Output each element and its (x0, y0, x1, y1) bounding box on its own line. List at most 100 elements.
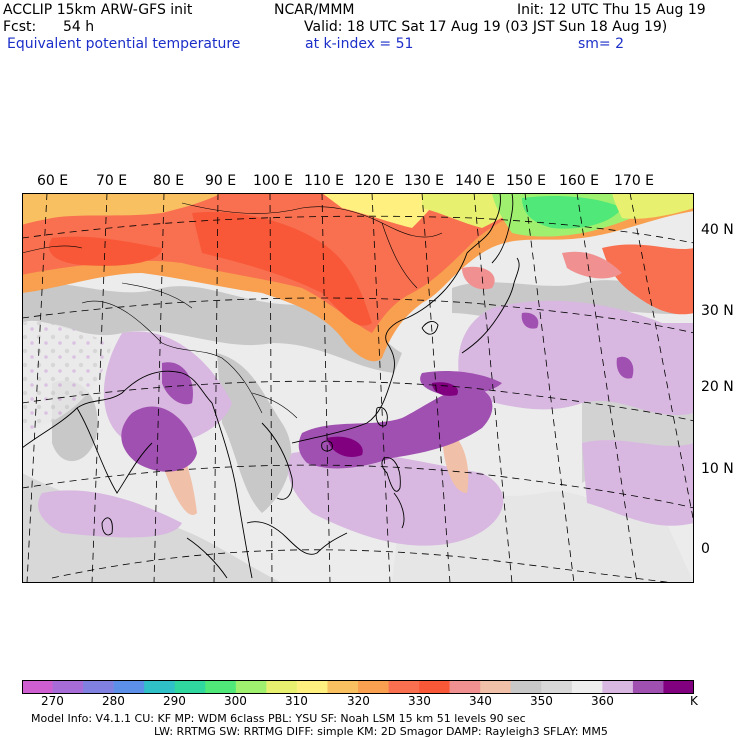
sumatra-coast (186, 537, 228, 579)
green-region (522, 196, 622, 229)
colorbar-swatch (358, 680, 389, 694)
lon-label: 150 E (506, 173, 547, 189)
country-borders (22, 202, 443, 419)
hainan-coast (321, 440, 333, 452)
theta-e-map (22, 193, 694, 583)
border (181, 202, 443, 238)
colorbar-swatch (571, 680, 603, 694)
colorbar-tick-label: 300 (224, 694, 247, 708)
colorbar-tick-label: 350 (530, 694, 553, 708)
sakhalin-coast (491, 193, 514, 264)
lavender-region (582, 440, 694, 526)
lon-label: 130 E (404, 173, 445, 189)
colorbar-tick-label: 310 (285, 694, 308, 708)
border (251, 392, 298, 419)
lon-label: 160 E (559, 173, 600, 189)
colorbar-tick-label: 270 (41, 694, 64, 708)
longitude-line (213, 193, 219, 583)
colorbar-tick-label: 320 (347, 694, 370, 708)
korea-coast (421, 321, 439, 335)
model-info-line2: LW: RRTMG SW: RRTMG DIFF: simple KM: 2D … (154, 725, 608, 738)
colorbar-swatch (52, 680, 84, 694)
field-name: Equivalent potential temperature (7, 36, 241, 52)
malay-coast (211, 402, 253, 579)
lat-label: 30 N (701, 303, 734, 319)
longitude-line (576, 193, 638, 583)
lat-label: 20 N (701, 379, 734, 395)
lon-label: 70 E (96, 173, 128, 189)
yellow-region (322, 193, 442, 228)
forecast-label: Fcst: (3, 19, 37, 35)
border (22, 245, 83, 254)
yellow-region (612, 193, 694, 219)
japan-coast (461, 257, 520, 354)
longitude-line (153, 193, 165, 583)
coastline (22, 370, 213, 449)
organization-label: NCAR/MMM (274, 2, 355, 18)
lon-label: 140 E (455, 173, 496, 189)
latitude-line-0 (51, 549, 679, 583)
colorbar-swatch (510, 680, 542, 694)
colorbar-swatch (22, 680, 53, 694)
colorbar-swatch (663, 680, 694, 694)
indochina-coast (261, 422, 293, 500)
coastlines (22, 193, 520, 579)
colorbar-tick-label: 290 (163, 694, 186, 708)
light-orange-region (22, 193, 222, 225)
longitude-line (421, 193, 451, 583)
colorbar-swatch (602, 680, 634, 694)
dark-purple-region (432, 382, 458, 396)
colorbar-swatch (419, 680, 450, 694)
longitude-line (473, 193, 513, 583)
colorbar-tick-label: 360 (591, 694, 614, 708)
sri-lanka-coast (101, 517, 113, 536)
border (121, 282, 193, 309)
pink-region (562, 251, 622, 279)
colorbar-swatch (144, 680, 176, 694)
latitude-line-30 (22, 297, 694, 334)
lon-label: 120 E (354, 173, 395, 189)
colorbar-swatch (205, 680, 237, 694)
latitude-line-40 (22, 215, 694, 244)
colorbar-swatch (296, 680, 328, 694)
longitude-line (91, 193, 108, 583)
colorbar-tick-label: 340 (469, 694, 492, 708)
lat-label: 10 N (701, 461, 734, 477)
smoothing-label: sm= 2 (578, 36, 625, 52)
purple-region (121, 406, 197, 472)
colorbar-swatch (449, 680, 481, 694)
lon-label: 170 E (614, 173, 655, 189)
colorbar-frame (22, 680, 694, 694)
model-title: ACCLIP 15km ARW-GFS init (3, 2, 193, 18)
latitude-line-20 (22, 380, 694, 422)
colorbar-tick-label: 280 (102, 694, 125, 708)
lon-label: 60 E (37, 173, 69, 189)
lat-label: 40 N (701, 222, 734, 238)
lon-label: 80 E (153, 173, 185, 189)
purple-region (521, 312, 539, 329)
colorbar-swatch (541, 680, 573, 694)
dark-purple-region (327, 436, 363, 458)
lon-label: 110 E (304, 173, 345, 189)
red-region (192, 212, 372, 326)
init-time: Init: 12 UTC Thu 15 Aug 19 (517, 2, 706, 18)
russia-coast (466, 193, 501, 254)
lon-label: 100 E (253, 173, 294, 189)
borneo-coast (246, 521, 348, 555)
colorbar-swatch (235, 680, 267, 694)
valid-time: Valid: 18 UTC Sat 17 Aug 19 (03 JST Sun … (304, 19, 668, 35)
forecast-hour: 54 h (63, 19, 95, 35)
longitude-line (629, 193, 694, 524)
gray-region (217, 353, 292, 513)
colorbar-unit: K (690, 694, 698, 708)
border (81, 300, 223, 359)
pink-region (462, 266, 495, 290)
colorbar-swatch (266, 680, 298, 694)
border (221, 357, 263, 414)
graticule (22, 193, 694, 583)
purple-region (162, 362, 193, 405)
china-coast (291, 252, 468, 444)
colorbar-tick-label: 330 (408, 694, 431, 708)
longitude-line (26, 193, 48, 583)
longitude-line (524, 193, 575, 583)
